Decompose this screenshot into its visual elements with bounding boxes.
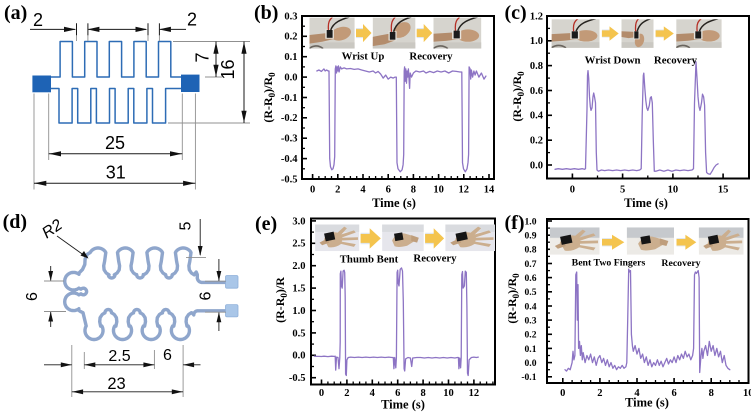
svg-text:15: 15 [718,185,729,196]
svg-text:4: 4 [370,388,376,399]
svg-text:6: 6 [386,185,391,196]
svg-text:2.5: 2.5 [292,239,305,250]
svg-text:0: 0 [560,388,565,399]
svg-text:Bent Two Fingers: Bent Two Fingers [572,258,646,269]
svg-text:(b): (b) [254,2,278,24]
svg-text:0.1: 0.1 [284,52,297,63]
svg-text:Recovery: Recovery [413,253,457,265]
svg-text:0: 0 [310,185,315,196]
svg-text:Recovery: Recovery [661,258,700,269]
svg-text:1.0: 1.0 [525,216,537,227]
svg-text:2: 2 [33,10,43,30]
svg-text:0.5: 0.5 [292,328,305,339]
svg-text:0.8: 0.8 [530,61,543,72]
svg-text:0.2: 0.2 [530,136,543,147]
svg-text:12: 12 [459,185,470,196]
svg-text:(R-R0)/R0: (R-R0)/R0 [510,71,526,122]
svg-text:Time (s): Time (s) [624,196,668,210]
svg-text:0.5: 0.5 [525,287,537,298]
svg-text:4: 4 [360,185,366,196]
svg-text:3.0: 3.0 [292,216,305,227]
svg-text:(f): (f) [505,212,525,234]
svg-text:0.6: 0.6 [530,86,543,97]
svg-text:2.5: 2.5 [108,348,130,365]
svg-text:0.0: 0.0 [292,351,305,362]
svg-text:1.2: 1.2 [530,11,543,22]
svg-text:Time (s): Time (s) [381,398,425,412]
svg-text:(e): (e) [255,213,277,235]
svg-text:-0.5: -0.5 [281,174,298,185]
svg-text:10: 10 [743,388,751,399]
svg-text:0.4: 0.4 [525,301,537,312]
svg-text:5: 5 [620,185,625,196]
svg-text:Wrist Up: Wrist Up [342,51,385,63]
svg-text:Recovery: Recovery [409,51,453,63]
svg-text:0: 0 [570,185,575,196]
svg-text:0.1: 0.1 [525,344,537,355]
svg-text:0.9: 0.9 [525,231,537,242]
svg-text:0.3: 0.3 [284,11,297,22]
svg-text:2.0: 2.0 [292,261,305,272]
svg-text:2: 2 [344,388,349,399]
svg-text:(c): (c) [505,2,527,24]
svg-text:0: 0 [319,388,324,399]
svg-text:2: 2 [335,185,340,196]
svg-text:Time (s): Time (s) [372,196,416,210]
svg-text:-0.3: -0.3 [281,134,298,145]
svg-text:25: 25 [105,133,125,153]
svg-text:8: 8 [411,185,416,196]
svg-text:0.3: 0.3 [525,316,537,327]
svg-text:0.8: 0.8 [525,245,537,256]
svg-text:(d): (d) [3,211,27,233]
svg-text:8: 8 [420,388,425,399]
svg-text:6: 6 [198,291,215,300]
svg-text:0.2: 0.2 [525,330,537,341]
svg-text:(R-R0)/R: (R-R0)/R [273,277,289,323]
svg-text:1.0: 1.0 [530,36,543,47]
svg-text:6: 6 [24,292,41,301]
svg-text:-0.5: -0.5 [289,373,306,384]
svg-text:(a): (a) [4,2,27,24]
svg-text:5: 5 [178,221,195,230]
svg-text:(R-R0)/R0: (R-R0)/R0 [505,273,521,324]
svg-text:(R-R0)/R0: (R-R0)/R0 [261,72,277,123]
svg-text:12: 12 [469,388,480,399]
svg-text:8: 8 [709,388,714,399]
svg-text:1.0: 1.0 [292,306,305,317]
svg-text:-0.1: -0.1 [521,372,536,383]
svg-text:4: 4 [634,388,640,399]
svg-text:Time (s): Time (s) [625,396,669,410]
svg-text:6: 6 [671,388,676,399]
svg-text:10: 10 [433,185,444,196]
svg-text:1.5: 1.5 [292,284,305,295]
svg-text:0.0: 0.0 [525,358,537,369]
svg-text:-0.1: -0.1 [281,93,298,104]
svg-text:0.0: 0.0 [530,160,543,171]
svg-text:Thumb Bent: Thumb Bent [340,254,399,266]
svg-text:10: 10 [668,185,679,196]
svg-text:7: 7 [193,52,213,62]
svg-text:0.4: 0.4 [530,111,544,122]
svg-text:10: 10 [443,388,454,399]
svg-text:0.7: 0.7 [525,259,537,270]
svg-text:0.2: 0.2 [284,32,297,43]
svg-text:Wrist Down: Wrist Down [585,55,641,67]
svg-text:-0.2: -0.2 [281,113,298,124]
svg-text:0.6: 0.6 [525,273,537,284]
svg-text:-0.4: -0.4 [281,154,298,165]
svg-text:16: 16 [218,59,238,79]
svg-text:2: 2 [597,388,602,399]
svg-text:6: 6 [163,347,172,364]
svg-text:Recovery: Recovery [654,55,698,67]
svg-text:14: 14 [484,185,495,196]
svg-text:2: 2 [187,10,197,30]
svg-text:31: 31 [106,163,126,183]
svg-text:0.0: 0.0 [284,73,297,84]
svg-text:23: 23 [107,375,125,393]
svg-text:6: 6 [395,388,400,399]
